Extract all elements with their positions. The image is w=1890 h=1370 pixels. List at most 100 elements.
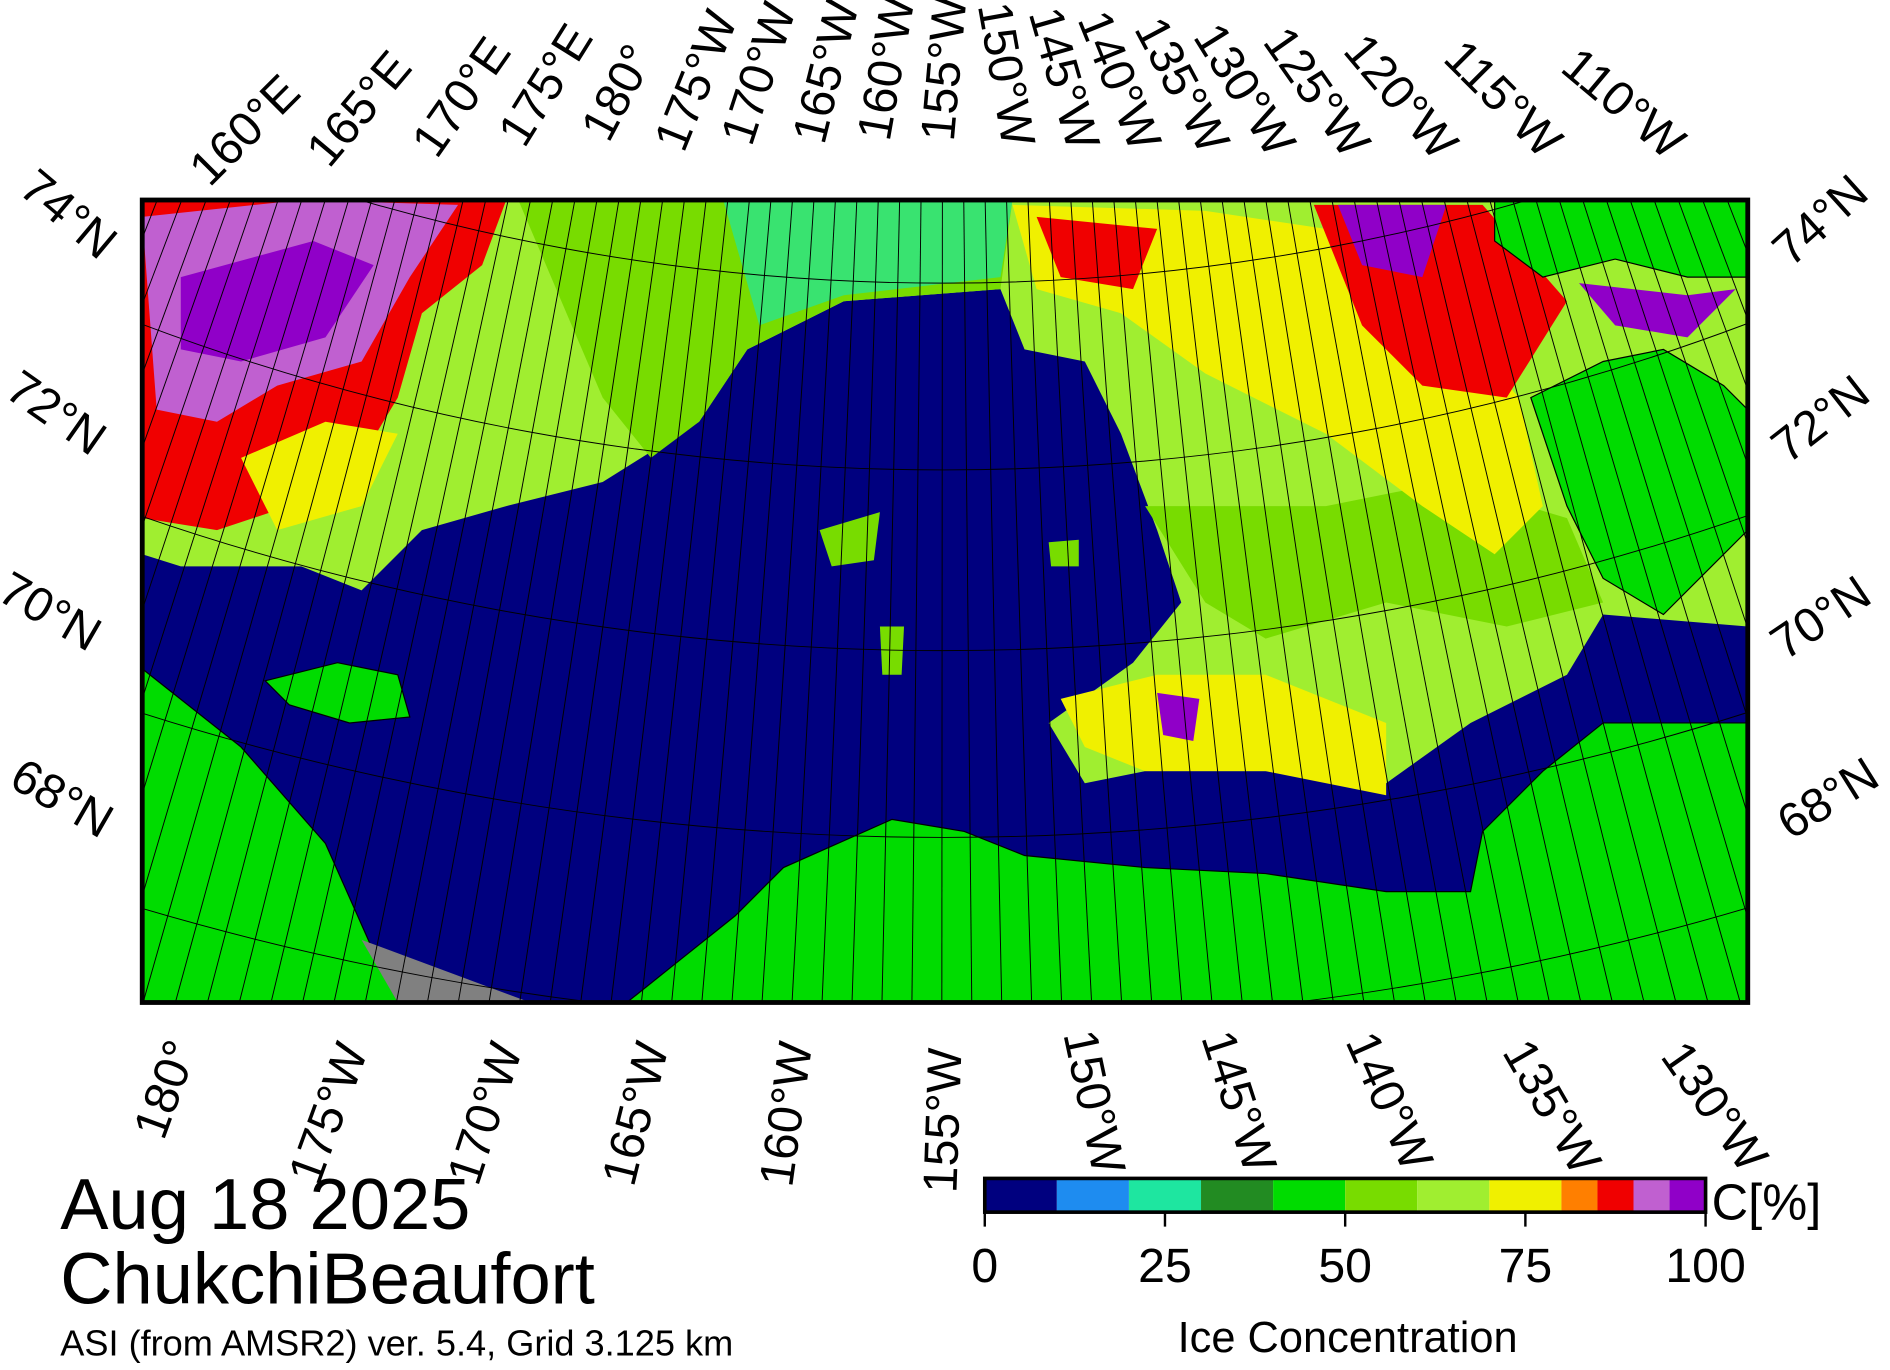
colorbar-tick-label: 50 [1318, 1239, 1372, 1293]
source: ASI (from AMSR2) ver. 5.4, Grid 3.125 km [60, 1323, 733, 1364]
colorbar-tick-label: 0 [971, 1239, 998, 1293]
colorbar-label: Ice Concentration [1178, 1314, 1518, 1362]
meridian [1265, 200, 1396, 1003]
colorbar-bin [1345, 1178, 1418, 1213]
meridian [426, 200, 576, 1003]
ice-field [1157, 692, 1200, 742]
colorbar-unit: C[%] [1712, 1173, 1822, 1230]
meridian [610, 200, 707, 1003]
longitude-label: 140°W [1335, 1024, 1444, 1179]
meridian [142, 200, 373, 1003]
ice-field [1579, 283, 1736, 338]
colorbar-bin [1056, 1178, 1129, 1213]
ice-field [1036, 216, 1158, 290]
meridian [519, 200, 642, 1003]
meridian [549, 200, 664, 1003]
longitude-label: 160°W [749, 1038, 823, 1190]
latitude-label: 70°N [0, 561, 110, 662]
meridian [1178, 200, 1273, 1003]
ice-patch [819, 512, 880, 567]
meridian [821, 200, 858, 1003]
meridian [640, 200, 729, 1003]
date: Aug 18 2025 [60, 1165, 470, 1245]
graticule [142, 200, 1748, 1003]
colorbar-bin [1597, 1178, 1634, 1213]
colorbar-bin [1489, 1178, 1562, 1213]
meridian [238, 200, 442, 1003]
colorbar-bin [1201, 1178, 1274, 1213]
meridian [1443, 200, 1645, 1003]
meridian [1489, 200, 1709, 1003]
longitude-label: 155°W [911, 0, 978, 143]
longitude-label: 155°W [913, 1046, 972, 1193]
ice-field [180, 240, 374, 362]
longitude-label: 110°W [1552, 37, 1696, 170]
longitude-label: 150°W [1053, 1025, 1136, 1179]
meridian [1156, 200, 1243, 1003]
map-frame [139, 197, 1751, 1005]
meridian [364, 200, 531, 1003]
meridian [333, 200, 509, 1003]
meridian [701, 200, 772, 1003]
meridian [174, 200, 396, 1003]
colorbar-bin [1417, 1178, 1490, 1213]
meridian [1376, 200, 1550, 1003]
meridian [1535, 200, 1748, 920]
meridian [731, 200, 793, 1003]
meridian [1070, 200, 1123, 1003]
region: ChukchiBeaufort [60, 1240, 595, 1320]
meridian [395, 200, 554, 1003]
meridian [1420, 200, 1613, 1003]
meridian [206, 200, 419, 1003]
meridian [142, 200, 326, 796]
meridian [1113, 200, 1183, 1003]
meridian [1466, 200, 1677, 1003]
latitude-label: 68°N [1768, 747, 1888, 850]
colorbar-bin [1273, 1178, 1346, 1213]
longitude-label: 175°E [488, 15, 604, 155]
meridian [1134, 200, 1213, 1003]
meridian [1353, 200, 1519, 1003]
meridian [488, 200, 620, 1003]
longitude-label: 115°W [1434, 30, 1573, 169]
meridian [1309, 200, 1457, 1003]
colorbar-tick-label: 100 [1665, 1239, 1745, 1293]
land-alaska [625, 722, 1748, 1003]
longitude-label: 135°W [1492, 1031, 1612, 1184]
meridian [142, 200, 279, 612]
longitude-label: 180° [123, 1033, 208, 1145]
meridian [1398, 200, 1582, 1003]
ice-field [1337, 204, 1447, 278]
ice-field [723, 200, 1013, 326]
meridian [1221, 200, 1334, 1003]
meridian [1512, 200, 1741, 1003]
meridian [963, 200, 973, 1003]
meridian [1605, 200, 1748, 630]
meridian [270, 200, 464, 1003]
meridian [881, 200, 901, 1003]
meridian [1091, 200, 1153, 1003]
latitude-label: 72°N [1761, 365, 1879, 474]
longitude-label: 160°E [179, 65, 310, 196]
meridian [851, 200, 879, 1003]
meridian [1027, 200, 1063, 1003]
longitude-label: 170°E [401, 27, 521, 166]
longitude-label: 165°E [296, 41, 422, 177]
meridian [142, 200, 350, 898]
meridian [457, 200, 598, 1003]
colorbar-bin [1633, 1178, 1670, 1213]
colorbar-bin [1669, 1178, 1706, 1213]
latitude-label: 72°N [0, 360, 116, 466]
map-area [142, 200, 1748, 1003]
colorbar-bin [984, 1178, 1057, 1213]
longitude-label: 165°W [592, 1036, 680, 1190]
latitude-label: 74°N [10, 159, 127, 270]
latitude-label: 68°N [2, 748, 122, 849]
meridian [1048, 200, 1093, 1003]
meridian [761, 200, 815, 1003]
ice-patch [879, 626, 905, 675]
meridian [1558, 200, 1748, 817]
meridian [941, 200, 943, 1003]
colorbar-bin [1128, 1178, 1202, 1213]
